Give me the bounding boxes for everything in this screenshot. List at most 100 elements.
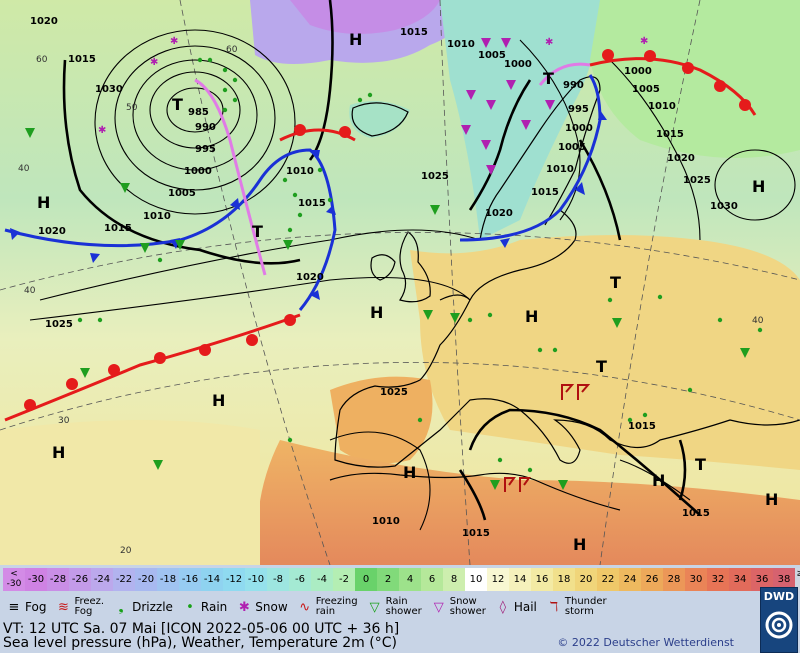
isobar-label: 1010: [372, 516, 400, 527]
isobar-1015: [578, 139, 622, 241]
snow-shower-icon: ▽: [433, 599, 444, 615]
scale-cell: -4: [311, 568, 333, 591]
weather-legend-label: Snow: [255, 600, 288, 614]
snow-shower-marker: [501, 38, 511, 48]
pressure-center-label: T: [172, 95, 183, 114]
scale-cell: 2: [377, 568, 399, 591]
scale-cell: 14: [509, 568, 531, 591]
isobar-label: 1020: [38, 226, 66, 237]
weather-legend-item: ℸ Thunder storm: [543, 592, 607, 622]
iceland-coast: [351, 102, 409, 137]
scale-cell: 20: [575, 568, 597, 591]
warm-front-semicircle: [682, 62, 694, 74]
snow-shower-marker: [545, 100, 555, 110]
warm-front: [4, 313, 301, 422]
arctic-core: [290, 0, 440, 34]
isobar-label: 995: [195, 144, 216, 155]
weather-legend-label: Freezing rain: [315, 596, 358, 617]
fronts: [4, 57, 757, 422]
isobar-label: 1015: [682, 508, 710, 519]
isobar-1015: [308, 0, 334, 161]
isobar-label: 990: [563, 80, 584, 91]
scale-cell: 4: [399, 568, 421, 591]
cold-front-triangle: [500, 238, 510, 248]
pressure-center-label: H: [403, 463, 416, 482]
rain-marker: [657, 294, 663, 300]
freezing-fog-icon: ≋: [57, 599, 69, 615]
rain-shower-marker: [140, 243, 150, 253]
snow-shower-marker: [521, 120, 531, 130]
isobar-1015: [468, 408, 701, 516]
rain-marker: [157, 257, 163, 263]
europe-coast: [334, 209, 800, 468]
isobar-label: 995: [568, 104, 589, 115]
rain-marker: [287, 227, 293, 233]
weather-legend-item: ▽ Rain shower: [364, 592, 422, 622]
temperature-labels: 40 60 50 60 40 30 20 40: [18, 45, 764, 556]
rain-marker: [222, 87, 228, 93]
rain-shower-marker: [558, 480, 568, 490]
thunderstorm-marker: [519, 477, 531, 492]
isobar: [329, 431, 431, 531]
temperature-label: 20: [120, 546, 132, 556]
cold-front-triangle: [230, 198, 240, 210]
isobar-label: 1005: [632, 84, 660, 95]
rain-icon: •: [186, 599, 194, 615]
isobar: [39, 229, 481, 301]
isobar-label: 1000: [624, 66, 652, 77]
isobar-label: 1000: [184, 166, 212, 177]
scale-cell: 6: [421, 568, 443, 591]
isobar-label: 1010: [648, 101, 676, 112]
rain-shower-marker: [430, 205, 440, 215]
isobar-label: 1015: [400, 27, 428, 38]
southwest-warm-sea: [0, 420, 260, 565]
snow-shower-marker: [466, 90, 476, 100]
pressure-center-label: H: [349, 30, 362, 49]
warm-front-semicircle: [339, 126, 351, 138]
pressure-center-label: T: [252, 222, 263, 241]
rain-shower-marker: [80, 368, 90, 378]
weather-legend-item: ✱ Snow: [233, 592, 288, 622]
rain-shower-marker: [283, 240, 293, 250]
rain-marker: [467, 317, 473, 323]
great-britain-coast: [399, 231, 431, 303]
rain-shower-marker: [490, 480, 500, 490]
isobar-label: 1000: [504, 59, 532, 70]
rain-marker: [97, 317, 103, 323]
isobar-label: 990: [195, 122, 216, 133]
rain-marker: [627, 417, 633, 423]
snow-markers: ✱ ✱ ✱ ✱ ✱: [98, 36, 648, 136]
cold-front-triangle: [90, 253, 100, 263]
rain-marker: [297, 212, 303, 218]
scale-cell: 38: [773, 568, 795, 591]
snow-shower-markers: [461, 38, 555, 175]
rain-marker: [282, 177, 288, 183]
pressure-center-label: H: [752, 177, 765, 196]
dwd-logo-text: DWD: [763, 590, 795, 603]
warm-front-semicircle: [66, 378, 78, 390]
rain-shower-marker: [120, 183, 130, 193]
isobar-label: 1025: [380, 387, 408, 398]
isobar: [714, 149, 796, 221]
rain-marker: [717, 317, 723, 323]
fog-icon: ≡: [8, 599, 20, 615]
rain-marker: [537, 347, 543, 353]
scale-cell: 28: [663, 568, 685, 591]
thunderstorm-marker: [577, 384, 591, 400]
pressure-centers: H T H T H H H T H T H H T H H T H: [37, 30, 778, 554]
temperature-label: 60: [226, 45, 238, 55]
sahara-hot: [257, 440, 800, 565]
rain-marker: [642, 412, 648, 418]
scale-cell: -28: [47, 568, 69, 591]
isobar-1015: [468, 79, 532, 211]
rain-marker: [497, 457, 503, 463]
weather-legend-label: Rain: [200, 600, 228, 614]
warm-front-semicircle: [24, 399, 36, 411]
snow-shower-marker: [486, 100, 496, 110]
scale-cell: 12: [487, 568, 509, 591]
pressure-center-label: H: [37, 193, 50, 212]
scale-cell: -30: [25, 568, 47, 591]
rain-marker: [552, 347, 558, 353]
rain-marker: [487, 312, 493, 318]
north-africa-coast: [329, 472, 621, 511]
